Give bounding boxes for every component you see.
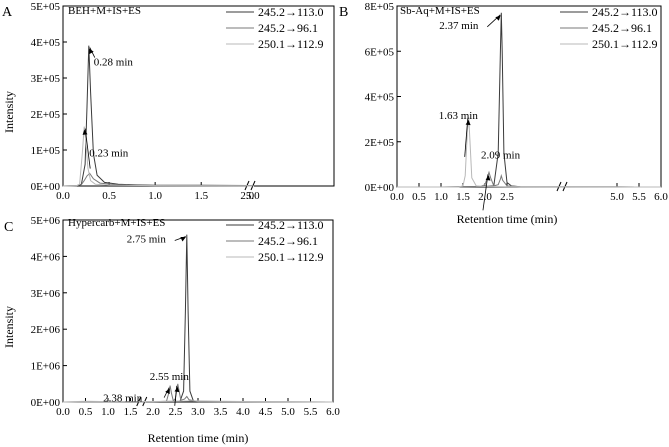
y-tick-label: 1E+05 [31,145,61,157]
y-tick-label: 8E+05 [365,1,395,13]
y-tick-label: 6E+05 [365,46,395,58]
y-tick-label: 2E+05 [365,137,395,149]
x-tick-label: 4.5 [259,406,273,418]
x-tick-label: 2.5 [500,191,514,203]
annotation-arrowhead [485,175,491,181]
annotation-arrowhead [174,386,180,393]
x-tick-label: 0.5 [79,406,93,418]
y-tick-label: 4E+06 [31,251,61,263]
panel-b-x-axis-label: Retention time (min) [457,212,558,226]
panel-b: B Sb-Aq+M+IS+ES Retention time (min) 0E+… [339,1,668,226]
panel-c-title: Hypercarb+M+IS+ES [68,217,165,229]
y-tick-label: 4E+05 [31,37,61,49]
annotation-label: 2.55 min [150,371,190,383]
y-tick-label: 0E+00 [31,397,61,409]
series-line-2 [62,172,253,187]
panel-a-y-axis-label: Intensity [2,91,16,133]
x-tick-label: 3.0 [191,406,205,418]
x-tick-label: 2.5 [169,406,183,418]
series-line-1 [62,45,253,187]
x-tick-label: 0.5 [102,190,116,202]
x-tick-label: 0.5 [412,191,426,203]
legend-label: 245.2→96.1 [258,234,318,248]
x-tick-label: 5.5 [632,191,646,203]
annotation-label: 2.38 min [103,393,143,405]
y-tick-label: 4E+05 [365,92,395,104]
legend-label: 250.1→112.9 [258,37,324,51]
annotation-label: 2.09 min [481,149,521,161]
series-line-2 [62,383,334,403]
annotation-label: 0.28 min [94,57,134,69]
x-tick-label: 1.0 [148,190,162,202]
y-tick-label: 5E+05 [31,1,61,13]
panel-b-title: Sb-Aq+M+IS+ES [400,5,480,17]
annotation-arrowhead [82,129,88,135]
legend-label: 245.2→113.0 [258,218,324,232]
x-tick-label: 6.0 [326,406,340,418]
legend-label: 245.2→96.1 [258,21,318,35]
annotation-arrow [84,128,91,169]
panel-c-y-axis-label: Intensity [2,306,16,348]
x-tick-label: 6.0 [654,191,668,203]
x-tick-label: 5.0 [610,191,624,203]
y-tick-label: 3E+05 [31,73,61,85]
series-line-3 [397,116,662,188]
annotation-arrow [89,47,96,58]
legend-label: 245.2→96.1 [592,21,652,35]
y-tick-label: 5E+06 [31,215,61,227]
x-tick-label: 1.5 [124,406,138,418]
annotation-arrowhead [89,48,94,55]
x-tick-label: 2.0 [478,191,492,203]
annotation-label: 1.63 min [439,110,479,122]
legend-label: 250.1→112.9 [258,250,324,264]
annotation-arrowhead [180,237,186,242]
panel-c-x-axis-label: Retention time (min) [148,431,249,445]
axis-break-mark [250,180,256,191]
annotation-arrow [464,118,469,157]
y-tick-label: 2E+06 [31,324,61,336]
x-tick-label: 0.0 [56,406,70,418]
annotation-arrow [482,174,489,211]
x-tick-label: 1.5 [456,191,470,203]
series-line-3 [62,400,334,403]
annotation-label: 0.23 min [89,148,129,160]
annotation-arrowhead [165,388,170,395]
series-line-3 [62,126,253,187]
legend-label: 245.2→113.0 [592,5,658,19]
annotation-arrowhead [465,119,471,126]
x-tick-label: 3.5 [214,406,228,418]
y-tick-label: 3E+06 [31,288,61,300]
panel-a-letter: A [2,5,13,20]
x-tick-label: 2.0 [240,190,254,202]
y-tick-label: 2E+05 [31,109,61,121]
panel-b-letter: B [339,5,348,20]
x-tick-label: 1.0 [101,406,115,418]
x-tick-label: 4.0 [236,406,250,418]
annotation-arrow [163,387,170,398]
x-tick-label: 0.0 [56,190,70,202]
x-tick-label: 2.0 [146,406,160,418]
x-tick-label: 0.0 [390,191,404,203]
annotation-label: 2.75 min [127,234,167,246]
panel-a: A BEH+M+IS+ES Intensity 0E+00 1E+05 2E+05 3… [2,1,335,202]
legend-label: 245.2→113.0 [258,5,324,19]
x-tick-label: 1.0 [434,191,448,203]
panel-a-title: BEH+M+IS+ES [68,5,141,17]
legend-label: 250.1→112.9 [592,37,658,51]
y-tick-label: 0E+00 [31,181,61,193]
y-tick-label: 1E+06 [31,361,61,373]
annotation-arrowhead [495,15,501,21]
x-tick-label: 5.0 [281,406,295,418]
annotation-label: 2.37 min [439,20,479,32]
x-tick-label: 1.5 [194,190,208,202]
x-tick-label: 5.5 [304,406,318,418]
panel-c: C Hypercarb+M+IS+ES Intensity Retention … [2,215,340,445]
series-line-2 [397,170,662,188]
panel-c-letter: C [4,220,13,235]
x-tick-label: 5.0 [246,190,260,202]
y-tick-label: 0E+00 [365,182,395,194]
